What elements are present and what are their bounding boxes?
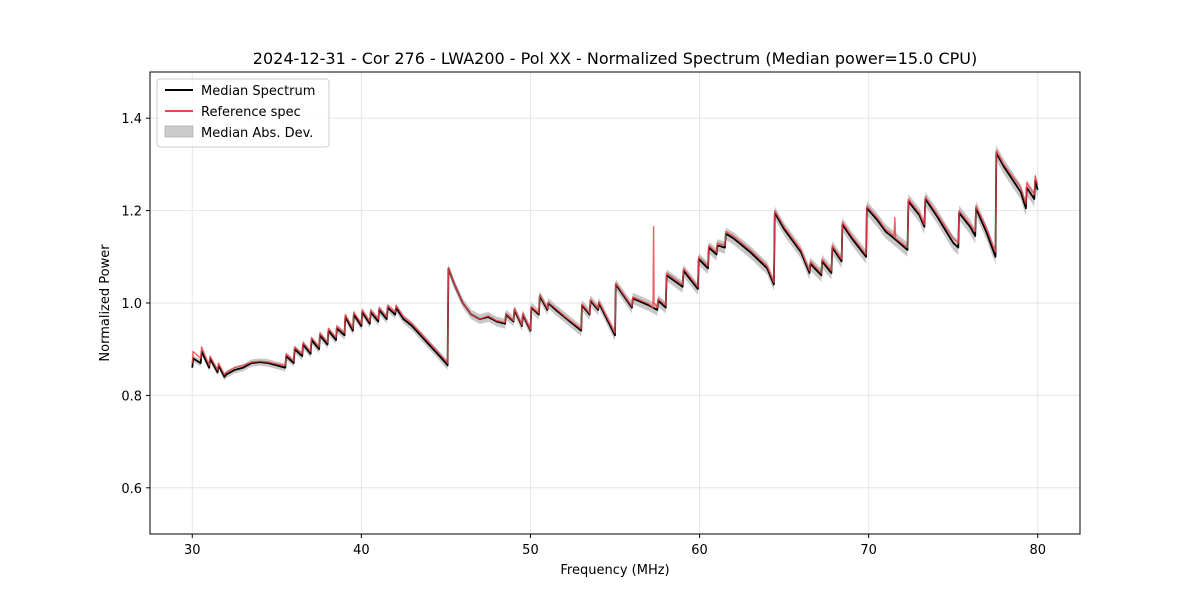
y-axis: 0.6 0.8 1.0 1.2 1.4 — [121, 112, 150, 497]
chart-title: 2024-12-31 - Cor 276 - LWA200 - Pol XX -… — [253, 49, 977, 68]
legend: Median Spectrum Reference spec Median Ab… — [156, 78, 330, 148]
y-tick-label-0: 0.6 — [121, 482, 142, 497]
x-tick-label-3: 60 — [691, 543, 708, 558]
y-tick-label-3: 1.2 — [121, 205, 142, 220]
x-tick-label-4: 70 — [860, 543, 877, 558]
mad-band — [192, 145, 1038, 381]
x-tick-label-0: 30 — [184, 543, 201, 558]
x-tick-label-5: 80 — [1029, 543, 1046, 558]
legend-box — [156, 78, 330, 148]
reference-spec-line — [191, 149, 1039, 376]
legend-label-mad: Median Abs. Dev. — [201, 126, 313, 141]
x-axis-label: Frequency (MHz) — [560, 563, 669, 578]
y-tick-label-4: 1.4 — [121, 112, 142, 127]
mad-band-area — [192, 145, 1038, 381]
y-axis-label: Normalized Power — [98, 244, 113, 362]
series-lines — [191, 149, 1039, 378]
legend-label-median: Median Spectrum — [201, 84, 315, 99]
y-tick-label-2: 1.0 — [121, 297, 142, 312]
x-tick-label-1: 40 — [353, 543, 370, 558]
x-tick-label-2: 50 — [522, 543, 539, 558]
median-spectrum-line — [191, 151, 1039, 378]
x-axis: 30 40 50 60 70 80 — [184, 534, 1046, 558]
legend-label-reference: Reference spec — [201, 105, 301, 120]
y-tick-label-1: 0.8 — [121, 389, 142, 404]
legend-swatch-mad — [164, 125, 194, 138]
